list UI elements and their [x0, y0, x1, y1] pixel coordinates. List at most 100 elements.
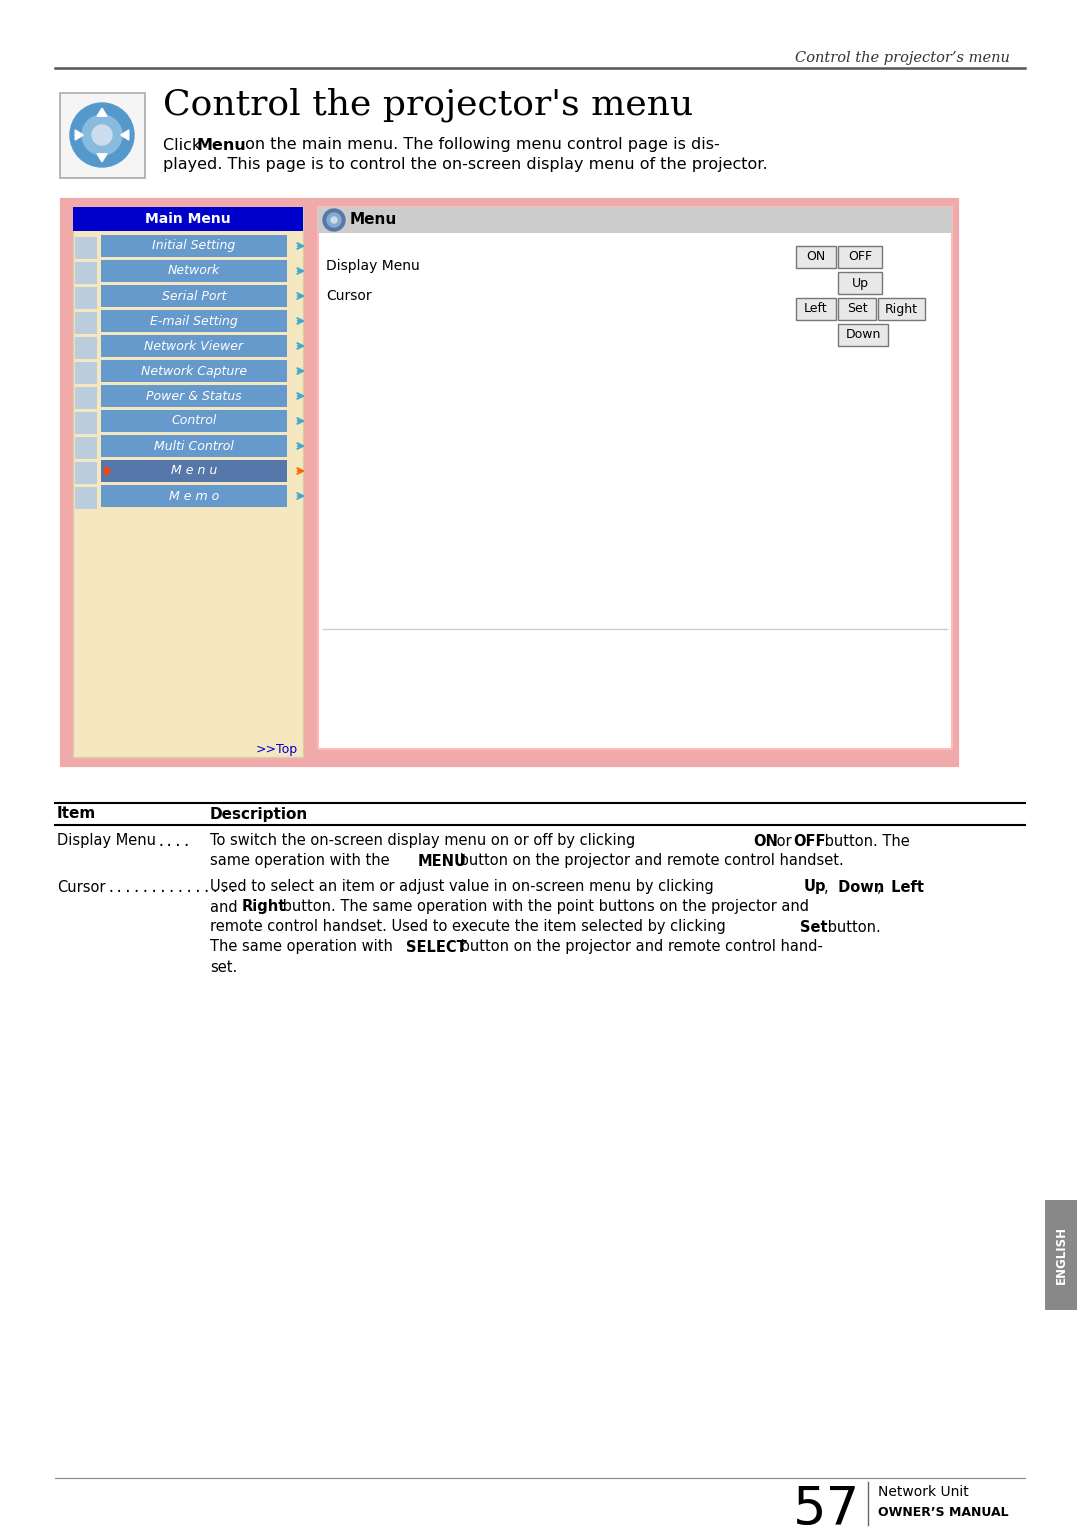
FancyBboxPatch shape [838, 246, 882, 268]
Polygon shape [97, 109, 107, 116]
FancyBboxPatch shape [62, 200, 957, 764]
FancyBboxPatch shape [102, 434, 287, 457]
Text: To switch the on-screen display menu on or off by clicking: To switch the on-screen display menu on … [210, 833, 639, 849]
Text: Left: Left [886, 879, 924, 894]
Polygon shape [76, 130, 83, 141]
FancyBboxPatch shape [838, 324, 888, 346]
Text: Control the projector's menu: Control the projector's menu [163, 87, 693, 122]
Text: Up: Up [804, 879, 826, 894]
FancyBboxPatch shape [75, 462, 97, 485]
Text: Network Capture: Network Capture [140, 364, 247, 378]
Polygon shape [105, 466, 111, 476]
Text: Set: Set [800, 919, 827, 934]
Text: or: or [772, 833, 796, 849]
Text: M e n u: M e n u [171, 465, 217, 477]
Text: Serial Port: Serial Port [162, 289, 226, 303]
FancyBboxPatch shape [73, 206, 303, 231]
FancyBboxPatch shape [75, 387, 97, 408]
FancyBboxPatch shape [75, 237, 97, 258]
Text: Display Menu: Display Menu [326, 258, 420, 274]
Text: 57: 57 [793, 1485, 860, 1529]
Text: Down: Down [833, 879, 885, 894]
Text: Menu: Menu [350, 213, 397, 228]
FancyBboxPatch shape [75, 437, 97, 459]
FancyBboxPatch shape [75, 362, 97, 384]
Text: E-mail Setting: E-mail Setting [150, 315, 238, 327]
FancyBboxPatch shape [102, 359, 287, 382]
Text: Set: Set [847, 303, 867, 315]
FancyBboxPatch shape [75, 336, 97, 359]
Text: Click: Click [163, 138, 206, 153]
Text: OWNER’S MANUAL: OWNER’S MANUAL [878, 1506, 1009, 1518]
Circle shape [82, 115, 122, 154]
Text: ...............: ............... [107, 879, 239, 894]
Text: ON: ON [807, 251, 825, 263]
Text: remote control handset. Used to execute the item selected by clicking: remote control handset. Used to execute … [210, 919, 730, 934]
Text: Description: Description [210, 806, 308, 821]
Text: played. This page is to control the on-screen display menu of the projector.: played. This page is to control the on-s… [163, 157, 768, 173]
Text: Multi Control: Multi Control [154, 439, 234, 453]
Text: Network Unit: Network Unit [878, 1485, 969, 1498]
FancyBboxPatch shape [102, 460, 287, 482]
Text: Display Menu: Display Menu [57, 833, 156, 849]
FancyBboxPatch shape [796, 246, 836, 268]
FancyBboxPatch shape [75, 488, 97, 509]
Text: Menu: Menu [197, 138, 246, 153]
FancyBboxPatch shape [102, 485, 287, 508]
FancyBboxPatch shape [102, 410, 287, 433]
FancyBboxPatch shape [878, 298, 924, 320]
FancyBboxPatch shape [75, 312, 97, 333]
FancyBboxPatch shape [318, 206, 951, 232]
Text: Item: Item [57, 806, 96, 821]
Text: Cursor: Cursor [57, 879, 106, 894]
Text: M e m o: M e m o [168, 489, 219, 503]
FancyBboxPatch shape [1045, 1200, 1077, 1310]
Text: ENGLISH: ENGLISH [1054, 1226, 1067, 1284]
Text: SELECT: SELECT [406, 939, 467, 954]
Text: ,: , [824, 879, 828, 894]
Text: Left: Left [805, 303, 827, 315]
Text: set.: set. [210, 960, 238, 974]
Text: button. The same operation with the point buttons on the projector and: button. The same operation with the poin… [278, 899, 809, 914]
Circle shape [323, 209, 345, 231]
FancyBboxPatch shape [75, 287, 97, 309]
Text: same operation with the: same operation with the [210, 853, 394, 868]
FancyBboxPatch shape [838, 272, 882, 294]
Text: Power & Status: Power & Status [146, 390, 242, 402]
Text: Right: Right [242, 899, 286, 914]
Text: OFF: OFF [793, 833, 825, 849]
Circle shape [327, 213, 341, 226]
Text: Control the projector’s menu: Control the projector’s menu [795, 50, 1010, 66]
Text: MENU: MENU [418, 853, 467, 868]
Text: Control: Control [172, 414, 217, 428]
FancyBboxPatch shape [102, 310, 287, 332]
Polygon shape [97, 154, 107, 162]
FancyBboxPatch shape [75, 411, 97, 434]
Text: Used to select an item or adjust value in on-screen menu by clicking: Used to select an item or adjust value i… [210, 879, 718, 894]
Circle shape [92, 125, 112, 145]
Circle shape [70, 102, 134, 167]
Text: Up: Up [851, 277, 868, 289]
FancyBboxPatch shape [102, 335, 287, 356]
Text: button on the projector and remote control hand-: button on the projector and remote contr… [456, 939, 823, 954]
Text: ON: ON [753, 833, 778, 849]
Text: Network: Network [167, 265, 220, 277]
FancyBboxPatch shape [73, 206, 303, 757]
Circle shape [330, 217, 337, 223]
Text: Initial Setting: Initial Setting [152, 240, 235, 252]
Text: button on the projector and remote control handset.: button on the projector and remote contr… [455, 853, 843, 868]
FancyBboxPatch shape [75, 261, 97, 284]
FancyBboxPatch shape [796, 298, 836, 320]
Text: Main Menu: Main Menu [145, 213, 231, 226]
FancyBboxPatch shape [838, 298, 876, 320]
Text: Down: Down [846, 329, 880, 341]
Text: button. The: button. The [820, 833, 909, 849]
Polygon shape [121, 130, 129, 141]
Text: Right: Right [885, 303, 918, 315]
FancyBboxPatch shape [102, 235, 287, 257]
Text: button.: button. [823, 919, 881, 934]
Text: on the main menu. The following menu control page is dis-: on the main menu. The following menu con… [240, 138, 719, 153]
Text: Cursor: Cursor [326, 289, 372, 303]
Text: The same operation with: The same operation with [210, 939, 397, 954]
Text: ....: .... [157, 833, 192, 849]
